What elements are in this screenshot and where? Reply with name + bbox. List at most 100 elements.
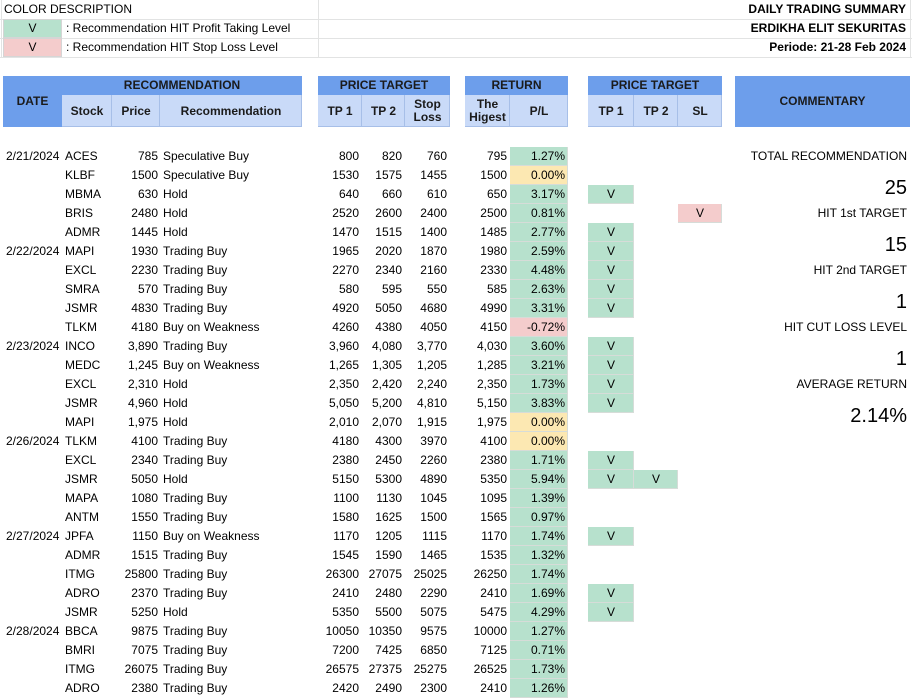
row-tp1: 800 xyxy=(338,149,359,163)
row-price: 3,890 xyxy=(127,339,158,353)
row-highest: 10000 xyxy=(473,624,507,638)
row-highest: 2410 xyxy=(480,681,507,695)
row-tp1: 1545 xyxy=(332,548,359,562)
row-date: 2/22/2024 xyxy=(6,244,60,258)
row-hit-sl-marker xyxy=(678,432,722,451)
row-tp1: 4180 xyxy=(332,434,359,448)
row-recommendation: Trading Buy xyxy=(163,510,228,524)
row-stop-loss: 2400 xyxy=(420,206,447,220)
row-tp2: 1515 xyxy=(375,225,402,239)
row-price: 7075 xyxy=(131,643,158,657)
row-highest: 1980 xyxy=(480,244,507,258)
row-pl: 0.81% xyxy=(510,204,568,223)
row-tp1: 1100 xyxy=(333,491,359,505)
row-highest: 2380 xyxy=(480,453,507,467)
row-stock: MAPI xyxy=(65,244,95,258)
row-hit-tp2-marker xyxy=(634,394,678,413)
row-hit-tp2-marker xyxy=(634,185,678,204)
column-header-stop-loss: Stop Loss xyxy=(405,95,450,127)
row-price: 26075 xyxy=(124,662,158,676)
row-stop-loss: 4050 xyxy=(420,320,447,334)
row-highest: 4150 xyxy=(480,320,507,334)
row-tp1: 3,960 xyxy=(328,339,359,353)
row-tp1: 7200 xyxy=(332,643,359,657)
row-pl: 2.59% xyxy=(510,242,568,261)
header-recommendation-group: RECOMMENDATION xyxy=(62,76,302,95)
row-stock: SMRA xyxy=(65,282,100,296)
row-tp2: 2490 xyxy=(375,681,402,695)
commentary-hit2-label: HIT 2nd TARGET xyxy=(813,263,907,277)
row-stop-loss: 2290 xyxy=(420,586,447,600)
row-tp2: 2,420 xyxy=(371,377,402,391)
row-hit-sl-marker xyxy=(678,147,722,166)
row-stock: ADRO xyxy=(65,586,100,600)
row-stop-loss: 4680 xyxy=(420,301,447,315)
row-price: 785 xyxy=(137,149,158,163)
column-header-hit-sl: SL xyxy=(678,95,722,127)
row-stock: JSMR xyxy=(65,301,98,315)
table-row: JSMR 5050 Hold 5150 5300 4890 5350 5.94% V V xyxy=(0,470,912,489)
row-hit-tp1-marker: V xyxy=(588,185,634,204)
row-highest: 1,285 xyxy=(476,358,507,372)
row-highest: 5350 xyxy=(480,472,507,486)
row-recommendation: Hold xyxy=(163,187,188,201)
row-hit-sl-marker xyxy=(678,527,722,546)
table-row: ADMR 1445 Hold 1470 1515 1400 1485 2.77% V xyxy=(0,223,912,242)
row-price: 4,960 xyxy=(127,396,158,410)
row-tp2: 10350 xyxy=(368,624,402,638)
row-hit-tp1-marker xyxy=(588,508,634,527)
column-header-price: Price xyxy=(112,95,160,127)
row-tp1: 4920 xyxy=(332,301,359,315)
row-hit-tp2-marker xyxy=(634,527,678,546)
row-date: 2/21/2024 xyxy=(6,149,60,163)
commentary-hit1-label: HIT 1st TARGET xyxy=(817,206,907,220)
report-period: Periode: 21-28 Feb 2024 xyxy=(769,40,906,54)
row-price: 1515 xyxy=(131,548,158,562)
row-price: 5250 xyxy=(131,605,158,619)
row-stock: BBCA xyxy=(65,624,98,638)
row-hit-tp2-marker xyxy=(634,584,678,603)
row-pl: 1.73% xyxy=(510,660,568,679)
table-row: JSMR 4830 Trading Buy 4920 5050 4680 4990 3.31%… xyxy=(0,299,912,318)
row-highest: 26525 xyxy=(473,662,507,676)
row-tp1: 10050 xyxy=(325,624,359,638)
row-recommendation: Trading Buy xyxy=(163,244,228,258)
row-hit-sl-marker xyxy=(678,413,722,432)
table-row: EXCL 2340 Trading Buy 2380 2450 2260 2380 1.71%… xyxy=(0,451,912,470)
row-tp2: 660 xyxy=(381,187,402,201)
row-pl: 2.63% xyxy=(510,280,568,299)
row-stock: ADRO xyxy=(65,681,100,695)
row-hit-tp1-marker: V xyxy=(588,242,634,261)
row-hit-tp1-marker: V xyxy=(588,337,634,356)
row-tp2: 1130 xyxy=(376,491,402,505)
row-hit-sl-marker xyxy=(678,546,722,565)
gridline xyxy=(0,38,912,39)
table-row: MAPI 1,975 Hold 2,010 2,070 1,915 1,975 0.00% xyxy=(0,413,912,432)
row-hit-sl-marker xyxy=(678,242,722,261)
row-hit-tp1-marker xyxy=(588,413,634,432)
row-pl: -0.72% xyxy=(510,318,568,337)
row-hit-tp2-marker xyxy=(634,603,678,622)
row-stop-loss: 2300 xyxy=(420,681,447,695)
row-hit-tp2-marker xyxy=(634,622,678,641)
row-hit-tp1-marker: V xyxy=(588,375,634,394)
row-hit-sl-marker xyxy=(678,584,722,603)
table-row: SMRA 570 Trading Buy 580 595 550 585 2.63% V xyxy=(0,280,912,299)
row-hit-tp1-marker: V xyxy=(588,261,634,280)
row-stop-loss: 1115 xyxy=(422,529,447,543)
row-pl: 5.94% xyxy=(510,470,568,489)
row-stock: BRIS xyxy=(65,206,94,220)
row-stop-loss: 550 xyxy=(426,282,447,296)
row-price: 2340 xyxy=(131,453,158,467)
row-stock: INCO xyxy=(65,339,95,353)
row-stop-loss: 2,240 xyxy=(416,377,447,391)
table-row: 2/26/2024 TLKM 4100 Trading Buy 4180 4300 3970… xyxy=(0,432,912,451)
row-price: 2380 xyxy=(131,681,158,695)
header-price-target-group: PRICE TARGET xyxy=(318,76,450,95)
row-stop-loss: 1870 xyxy=(420,244,447,258)
row-hit-sl-marker xyxy=(678,223,722,242)
row-tp2: 5300 xyxy=(375,472,402,486)
row-highest: 1095 xyxy=(480,491,507,505)
row-stock: TLKM xyxy=(65,434,98,448)
row-price: 2,310 xyxy=(127,377,158,391)
